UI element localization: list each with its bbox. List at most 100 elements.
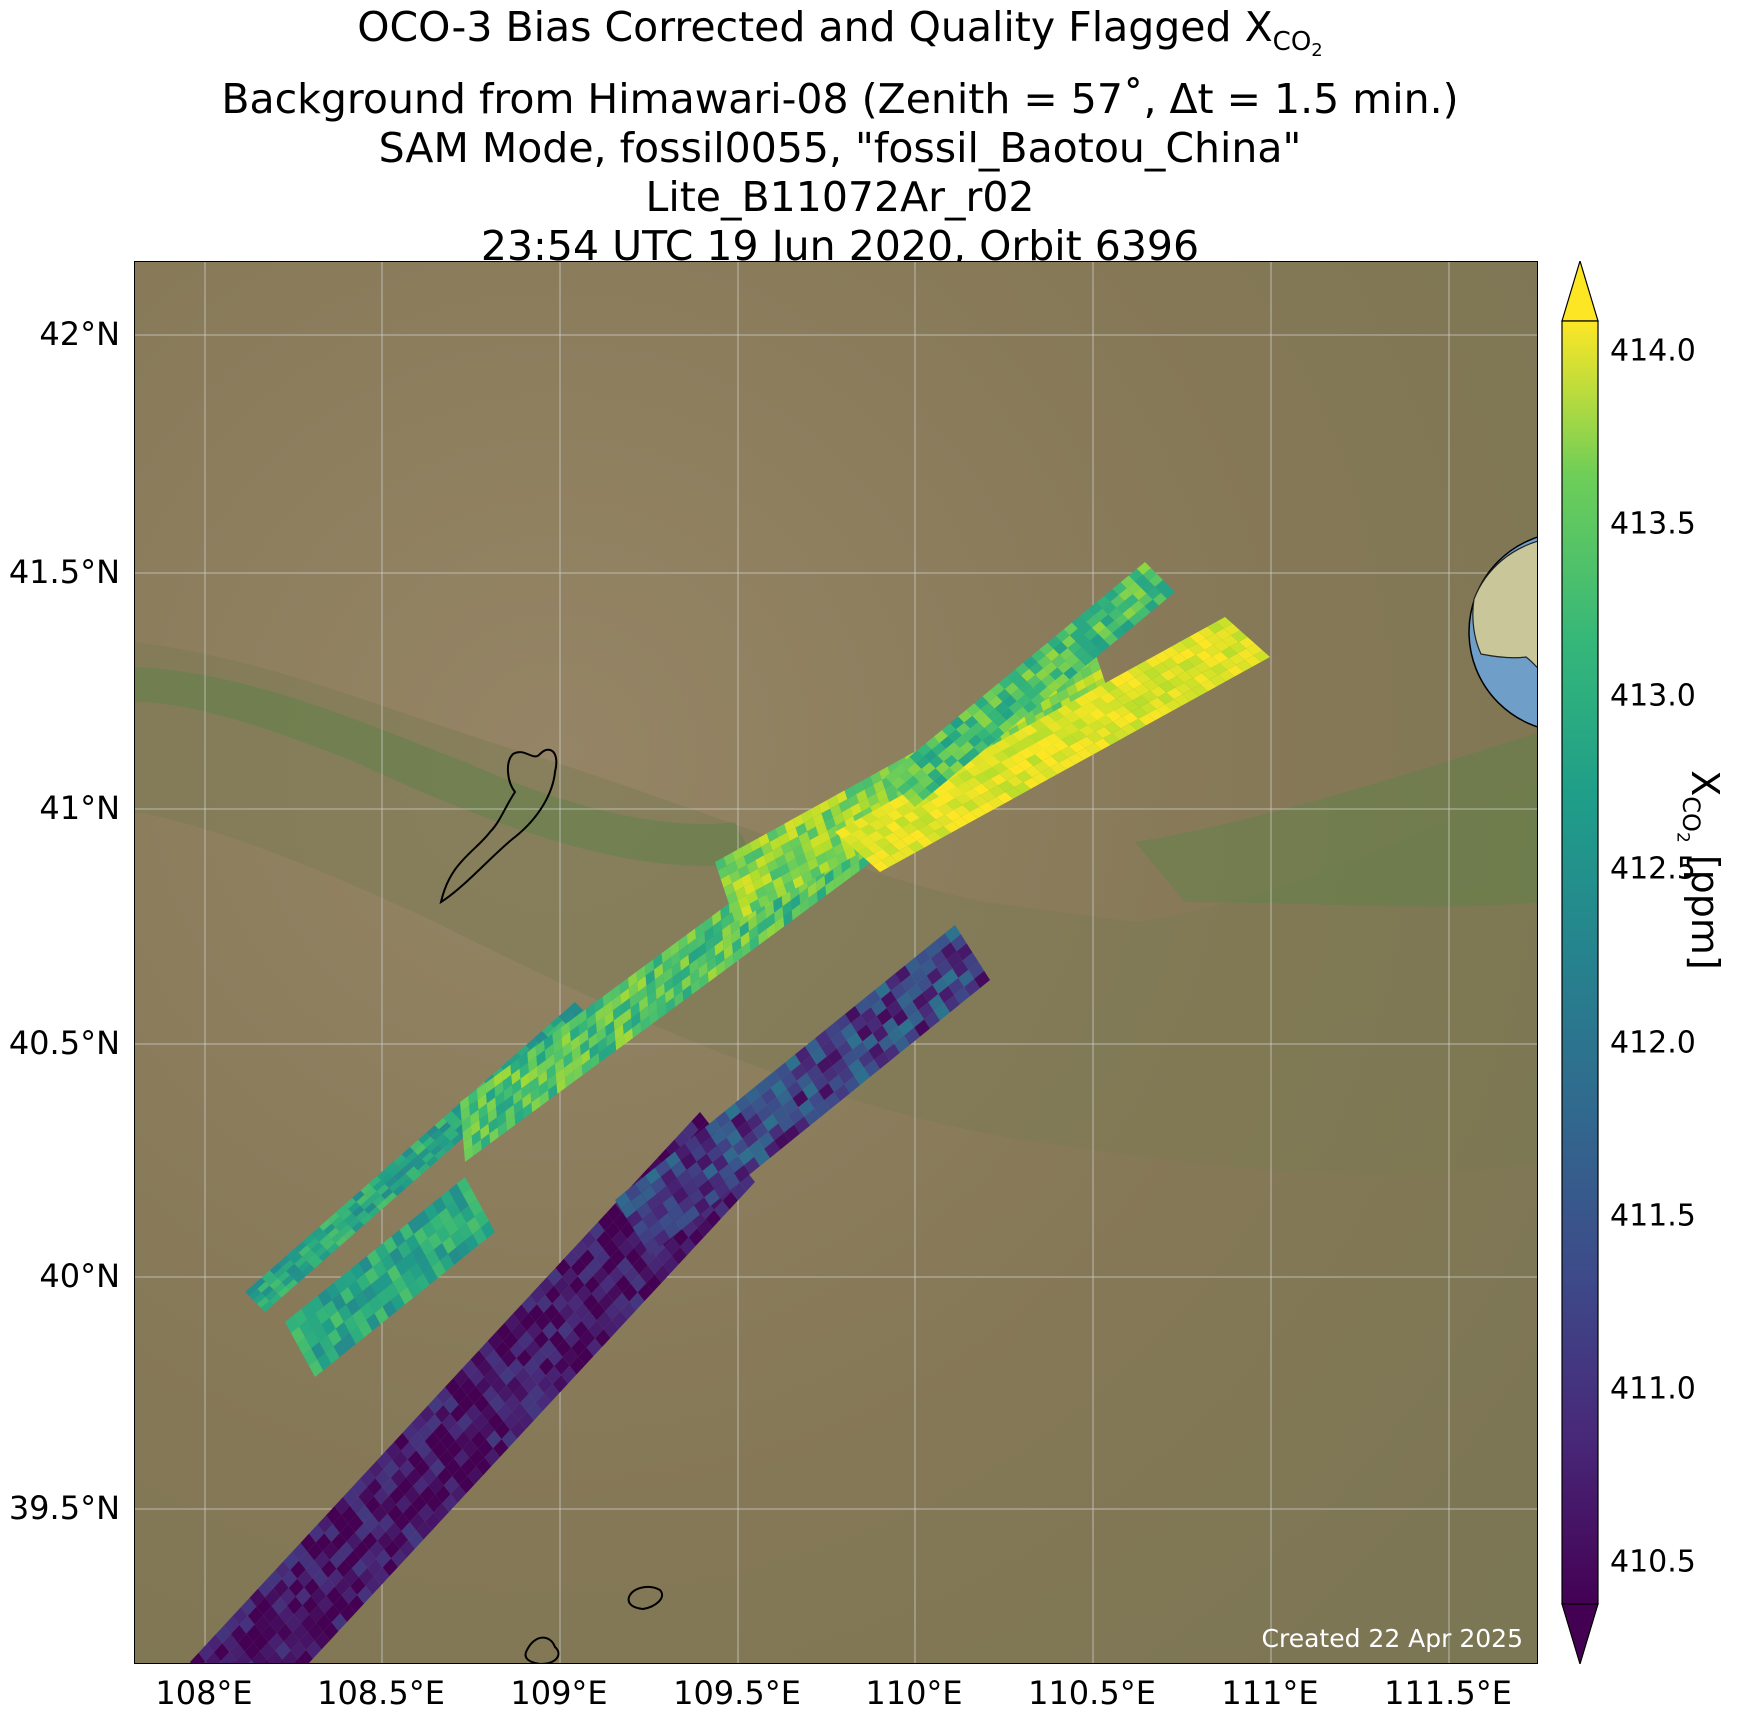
sounding-pixel	[722, 933, 733, 950]
sounding-pixel	[323, 1223, 336, 1235]
sounding-pixel	[496, 1101, 506, 1118]
sounding-pixel	[271, 1597, 288, 1615]
sounding-pixel	[577, 1267, 594, 1285]
sounding-pixel	[713, 929, 723, 946]
sounding-pixel	[1063, 666, 1078, 680]
sounding-pixel	[987, 796, 1005, 809]
sounding-pixel	[416, 1521, 432, 1540]
sounding-pixel	[815, 1030, 831, 1048]
sounding-pixel	[768, 1123, 785, 1141]
sounding-pixel	[786, 858, 799, 872]
sounding-pixel	[790, 1063, 807, 1081]
sounding-pixel	[571, 1045, 581, 1062]
sounding-pixel	[974, 740, 989, 754]
sounding-pixel	[724, 1173, 740, 1191]
sounding-pixel	[509, 1052, 522, 1064]
sounding-pixel	[688, 1228, 704, 1247]
sounding-pixel	[758, 894, 770, 908]
sounding-pixel	[301, 1302, 316, 1320]
sounding-pixel	[968, 961, 985, 979]
sounding-pixel	[476, 1457, 492, 1476]
sounding-pixel	[485, 1077, 495, 1094]
sounding-pixel	[790, 894, 801, 911]
sounding-pixel	[377, 1168, 390, 1180]
sounding-pixel	[1056, 704, 1073, 717]
sounding-pixel	[694, 1197, 710, 1215]
sounding-pixel	[570, 1258, 587, 1277]
sounding-pixel	[1102, 733, 1120, 745]
sounding-pixel	[460, 1377, 476, 1396]
sounding-pixel	[674, 1130, 690, 1149]
sounding-pixel	[870, 998, 887, 1017]
sounding-pixel	[368, 1191, 381, 1203]
sounding-pixel	[774, 1132, 790, 1150]
sounding-pixel	[578, 1347, 594, 1366]
sounding-pixel	[705, 1119, 721, 1137]
sounding-pixel	[433, 1422, 449, 1441]
sounding-pixel	[964, 715, 979, 729]
sounding-pixel	[1083, 627, 1098, 641]
sounding-pixel	[389, 1180, 402, 1192]
sounding-pixel	[622, 1008, 632, 1025]
sounding-pixel	[992, 714, 1007, 728]
sounding-pixel	[902, 1001, 919, 1019]
sounding-pixel	[832, 812, 845, 826]
sounding-pixel	[655, 983, 665, 1000]
sounding-pixel	[1188, 643, 1205, 655]
sounding-pixel	[471, 1129, 481, 1146]
sounding-pixel	[411, 1494, 427, 1513]
sounding-pixel	[1021, 724, 1038, 737]
sounding-pixel	[477, 1359, 493, 1377]
sounding-pixel	[343, 1568, 359, 1587]
sounding-pixel	[1102, 601, 1117, 615]
sounding-pixel	[630, 1274, 647, 1293]
sounding-pixel	[292, 1623, 308, 1642]
sounding-pixel	[898, 1018, 915, 1036]
sounding-pixel	[343, 1487, 359, 1506]
sounding-pixel	[368, 1540, 385, 1559]
sounding-pixel	[946, 951, 963, 969]
sounding-pixel	[378, 1271, 393, 1290]
sounding-pixel	[469, 1448, 485, 1467]
colorbar-tick-label: 412.0	[1610, 1025, 1696, 1061]
sounding-pixel	[1083, 673, 1095, 688]
sounding-pixel	[962, 728, 977, 742]
sounding-pixel	[699, 972, 709, 989]
sounding-pixel	[452, 1212, 467, 1230]
sounding-pixel	[736, 1121, 753, 1139]
sounding-pixel	[638, 1228, 655, 1246]
sounding-pixel	[846, 1032, 863, 1050]
lat-tick-label: 40.5°N	[8, 1024, 120, 1062]
sounding-pixel	[399, 1286, 414, 1305]
sounding-pixel	[1143, 667, 1161, 680]
sounding-pixel	[583, 1293, 599, 1312]
sounding-pixel	[680, 1152, 697, 1170]
sounding-pixel	[389, 1486, 405, 1505]
sounding-pixel	[1195, 649, 1213, 662]
sounding-pixel	[1235, 660, 1253, 672]
sounding-pixel	[1169, 664, 1186, 677]
sounding-pixel	[1071, 718, 1088, 730]
sounding-pixel	[319, 1234, 332, 1246]
sounding-pixel	[426, 1414, 442, 1432]
sounding-pixel	[928, 994, 945, 1012]
sounding-pixel	[730, 1112, 747, 1130]
sounding-pixel	[450, 1404, 466, 1423]
sounding-pixel	[535, 1393, 551, 1412]
sounding-pixel	[1096, 715, 1114, 727]
colorbar-top-arrow	[1561, 261, 1599, 322]
sounding-pixel	[778, 832, 790, 846]
sounding-pixel	[971, 795, 988, 807]
sounding-pixel	[257, 1296, 270, 1308]
sounding-pixel	[472, 1139, 482, 1156]
sounding-pixel	[794, 1116, 810, 1134]
sounding-pixel	[305, 1560, 322, 1579]
sounding-pixel	[331, 1532, 347, 1551]
sounding-pixel	[586, 1257, 602, 1276]
sounding-pixel	[356, 1273, 371, 1292]
sounding-pixel	[1176, 671, 1193, 683]
sounding-pixel	[593, 1266, 609, 1285]
sounding-pixel	[1005, 787, 1022, 799]
xco2-swaths	[190, 562, 1270, 1663]
sounding-pixel	[963, 788, 981, 801]
